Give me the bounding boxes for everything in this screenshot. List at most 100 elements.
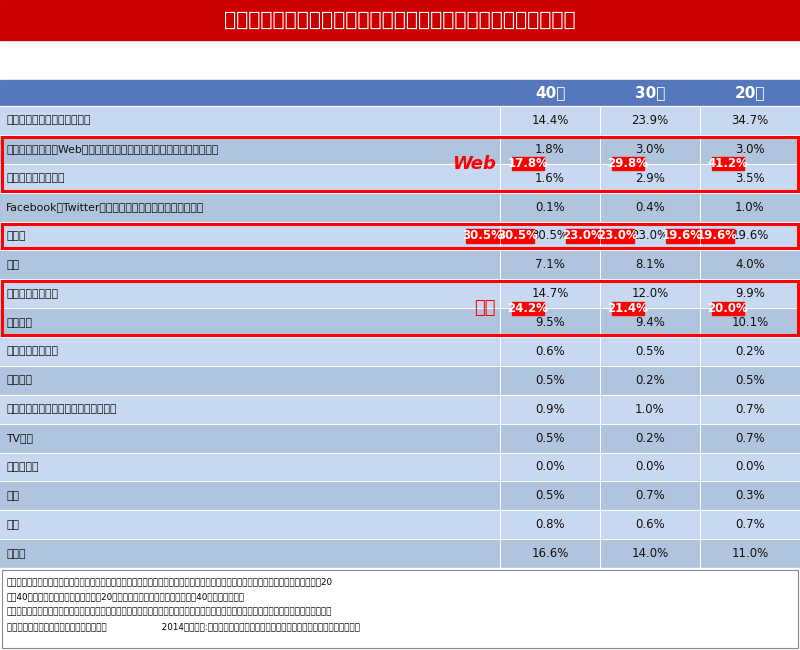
Bar: [466, 229, 499, 242]
Bar: [0, 452, 800, 482]
Bar: [711, 302, 745, 315]
Text: ダイレクトメール: ダイレクトメール: [6, 346, 58, 356]
Text: 1.0%: 1.0%: [735, 201, 765, 214]
Bar: [0, 568, 800, 650]
Text: 公式サイト以外のWebサイト内の情報（インターネット広告は除く）: 公式サイト以外のWebサイト内の情報（インターネット広告は除く）: [6, 144, 218, 154]
Text: 10.1%: 10.1%: [731, 316, 769, 329]
Text: 23.0%: 23.0%: [631, 229, 669, 242]
Text: 0.5%: 0.5%: [635, 345, 665, 358]
Text: 29.8%: 29.8%: [607, 157, 649, 170]
Text: イベント: イベント: [6, 375, 32, 385]
Text: 30代: 30代: [635, 86, 665, 101]
Text: スポーツクラブに入会（を検討）する際にきっかけになった情報: スポーツクラブに入会（を検討）する際にきっかけになった情報: [224, 10, 576, 29]
Text: 30.5%: 30.5%: [497, 229, 538, 242]
Text: 0.5%: 0.5%: [735, 374, 765, 387]
Text: 14.7%: 14.7%: [531, 287, 569, 300]
Bar: [611, 157, 645, 170]
Text: 0.5%: 0.5%: [535, 432, 565, 445]
Text: 16.6%: 16.6%: [531, 547, 569, 560]
Text: 0.6%: 0.6%: [635, 518, 665, 531]
Bar: [566, 229, 599, 242]
Text: ポケットティッシュなどのノベルティ: ポケットティッシュなどのノベルティ: [6, 404, 117, 414]
Text: 4.0%: 4.0%: [735, 258, 765, 271]
Text: 23.0%: 23.0%: [562, 229, 603, 242]
Text: 0.8%: 0.8%: [535, 518, 565, 531]
Text: 7.1%: 7.1%: [535, 258, 565, 271]
Text: 0.2%: 0.2%: [635, 432, 665, 445]
Text: 0.2%: 0.2%: [735, 345, 765, 358]
Text: 雑誌: 雑誌: [6, 520, 19, 530]
Bar: [0, 539, 800, 568]
Bar: [2, 570, 798, 648]
Bar: [611, 302, 645, 315]
Text: ゴルフスクールなどの各種スクールも含む                    2014年１１月:インターネットアンケートにより実施　（マックスヒルズ調べ）: ゴルフスクールなどの各種スクールも含む 2014年１１月:インターネットアンケー…: [7, 623, 360, 632]
Bar: [0, 337, 800, 366]
Text: 11.0%: 11.0%: [731, 547, 769, 560]
Bar: [2, 137, 798, 190]
Text: 0.7%: 0.7%: [635, 489, 665, 502]
Bar: [0, 250, 800, 280]
Bar: [601, 229, 634, 242]
Text: 0.9%: 0.9%: [535, 403, 565, 416]
Text: 9.9%: 9.9%: [735, 287, 765, 300]
Text: 0.5%: 0.5%: [535, 374, 565, 387]
Text: 3.5%: 3.5%: [735, 172, 765, 185]
Text: 新聞: 新聞: [6, 491, 19, 500]
Text: 8.1%: 8.1%: [635, 258, 665, 271]
Text: 3.0%: 3.0%: [735, 143, 765, 156]
Bar: [0, 135, 800, 164]
Text: 0.7%: 0.7%: [735, 432, 765, 445]
Text: ＊スポーツクラブとは、サーキットトレーニングジム・パーソナルトレーニング・ヨガスタジオ・スイミングスクール・テニススクール・: ＊スポーツクラブとは、サーキットトレーニングジム・パーソナルトレーニング・ヨガス…: [7, 608, 333, 616]
Text: その他: その他: [6, 549, 26, 558]
Text: 14.4%: 14.4%: [531, 114, 569, 127]
Text: 34.7%: 34.7%: [731, 114, 769, 127]
Text: FacebookやTwitterなどのソーシャルメディア上の情報: FacebookやTwitterなどのソーシャルメディア上の情報: [6, 202, 204, 212]
Text: 0.6%: 0.6%: [535, 345, 565, 358]
Text: 19.6%: 19.6%: [697, 229, 738, 242]
Bar: [2, 281, 798, 335]
Text: 1.0%: 1.0%: [635, 403, 665, 416]
Bar: [0, 222, 800, 250]
Text: 1.8%: 1.8%: [535, 143, 565, 156]
Text: 24.2%: 24.2%: [507, 302, 549, 315]
Text: 23.0%: 23.0%: [597, 229, 638, 242]
Text: チラシ: チラシ: [6, 231, 26, 241]
Text: 9.4%: 9.4%: [635, 316, 665, 329]
Text: 30.5%: 30.5%: [531, 229, 569, 242]
Text: 19.6%: 19.6%: [662, 229, 703, 242]
Bar: [666, 229, 699, 242]
Bar: [0, 510, 800, 539]
Text: 17.8%: 17.8%: [507, 157, 549, 170]
Text: 40代: 40代: [535, 86, 565, 101]
Text: 0.2%: 0.2%: [635, 374, 665, 387]
Bar: [0, 80, 800, 106]
Text: 3.0%: 3.0%: [635, 143, 665, 156]
Text: 9.5%: 9.5%: [535, 316, 565, 329]
Bar: [0, 192, 800, 222]
Text: ラジオ広告: ラジオ広告: [6, 462, 38, 472]
Text: TV広告: TV広告: [6, 433, 33, 443]
Bar: [0, 482, 800, 510]
Text: 代～40代の２２９１人にアンケート（20代：５９３人・３０代：８２３人・40代：８７５人）: 代～40代の２２９１人にアンケート（20代：５９３人・３０代：８２３人・40代：…: [7, 593, 245, 601]
Text: スポーツクラブの公式サイト: スポーツクラブの公式サイト: [6, 116, 90, 125]
Bar: [0, 106, 800, 135]
Text: クチコミ: クチコミ: [6, 318, 32, 328]
Text: 0.0%: 0.0%: [735, 460, 765, 473]
Text: 1.6%: 1.6%: [535, 172, 565, 185]
Text: 12.0%: 12.0%: [631, 287, 669, 300]
Bar: [0, 280, 800, 308]
Text: チラシ: チラシ: [466, 227, 496, 245]
Text: 0.0%: 0.0%: [635, 460, 665, 473]
Bar: [511, 302, 545, 315]
Bar: [0, 0, 800, 40]
Text: 0.0%: 0.0%: [535, 460, 565, 473]
Bar: [711, 157, 745, 170]
Text: 0.7%: 0.7%: [735, 403, 765, 416]
Text: インターネット広告: インターネット広告: [6, 173, 65, 183]
Text: 2.9%: 2.9%: [635, 172, 665, 185]
Text: 14.0%: 14.0%: [631, 547, 669, 560]
Text: 19.6%: 19.6%: [731, 229, 769, 242]
Bar: [0, 366, 800, 395]
Bar: [0, 395, 800, 424]
Bar: [0, 164, 800, 192]
